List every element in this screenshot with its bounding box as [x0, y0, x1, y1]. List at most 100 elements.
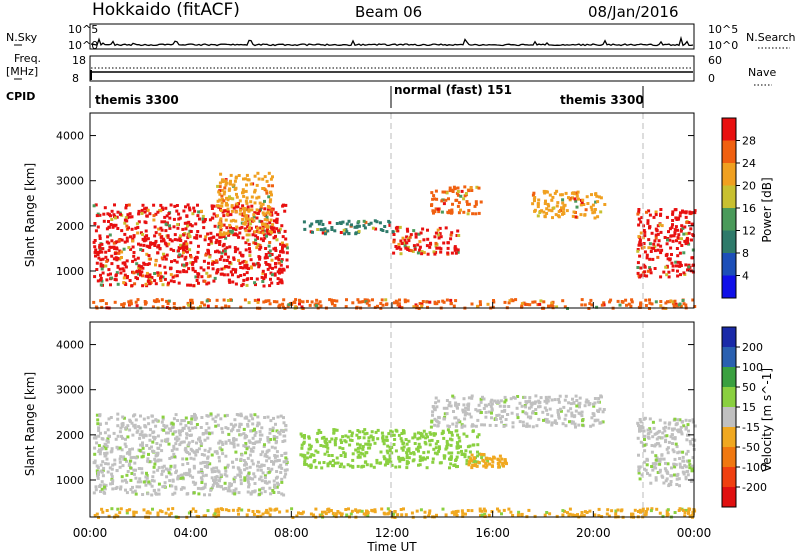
velocity-echo-cell-1 [448, 430, 451, 434]
velocity-echo-cell-5 [164, 511, 168, 515]
power-echo-cell-1 [248, 226, 251, 230]
velocity-echo-cell-5 [572, 513, 576, 517]
power-echo-cell-0 [137, 264, 141, 268]
power-echo-cell-7 [486, 302, 490, 306]
velocity-echo-cell-1 [418, 463, 422, 467]
power-echo-cell-5 [555, 204, 559, 208]
velocity-echo-cell-4 [678, 418, 682, 422]
velocity-echo-cell-0 [140, 471, 144, 475]
velocity-echo-cell-1 [327, 454, 331, 457]
power-echo-cell-7 [478, 300, 482, 304]
power-echo-cell-0 [154, 231, 158, 235]
velocity-echo-cell-5 [171, 507, 175, 511]
power-echo-cell-0 [227, 230, 231, 234]
power-echo-cell-0 [268, 263, 272, 267]
power-echo-cell-7 [371, 298, 374, 302]
velocity-echo-cell-5 [373, 510, 377, 514]
velocity-echo-cell-3 [518, 401, 522, 405]
velocity-echo-cell-3 [503, 409, 506, 413]
velocity-echo-cell-0 [239, 414, 243, 418]
power-echo-cell-0 [192, 284, 196, 288]
velocity-echo-cell-1 [324, 437, 328, 441]
power-echo-cell-6 [691, 248, 695, 252]
velocity-echo-cell-3 [515, 413, 519, 417]
velocity-echo-cell-4 [654, 466, 658, 470]
power-echo-cell-3 [406, 229, 410, 233]
power-echo-cell-7 [305, 299, 309, 303]
velocity-echo-cell-3 [578, 401, 582, 405]
velocity-echo-cell-0 [119, 487, 122, 491]
velocity-echo-cell-1 [417, 431, 420, 435]
power-echo-cell-7 [691, 298, 695, 302]
power-echo-cell-7 [503, 300, 507, 304]
power-echo-cell-0 [127, 226, 130, 230]
power-echo-cell-7 [414, 303, 418, 307]
power-echo-cell-1 [216, 184, 220, 188]
power-echo-cell-3 [403, 244, 407, 248]
velocity-echo-cell-5 [650, 507, 654, 511]
velocity-echo-cell-0 [215, 450, 219, 454]
velocity-echo-cell-0 [133, 489, 137, 493]
velocity-echo-cell-1 [397, 455, 401, 459]
velocity-echo-cell-0 [269, 419, 273, 423]
velocity-echo-cell-5 [678, 507, 682, 511]
velocity-echo-cell-0 [187, 441, 191, 445]
velocity-echo-cell-0 [217, 470, 221, 474]
velocity-echo-cell-0 [118, 465, 122, 469]
power-echo-cell-0 [228, 245, 232, 249]
power-echo-cell-0 [200, 275, 204, 279]
power-echo-cell-6 [673, 228, 677, 232]
power-echo-cell-0 [201, 220, 205, 224]
colorbar-tick-label: 15 [742, 401, 756, 414]
colorbar-tick-label: 50 [742, 381, 756, 394]
velocity-echo-cell-4 [655, 442, 659, 445]
power-echo-cell-7 [206, 304, 210, 308]
power-echo-cell-5 [542, 189, 546, 193]
velocity-echo-cell-0 [251, 449, 255, 453]
velocity-echo-cell-0 [258, 437, 262, 441]
power-echo-cell-3 [405, 235, 409, 239]
velocity-echo-cell-5 [644, 512, 648, 516]
power-echo-cell-0 [245, 278, 249, 282]
velocity-echo-cell-0 [136, 480, 140, 484]
power-echo-cell-0 [204, 235, 208, 239]
velocity-echo-cell-0 [204, 431, 208, 435]
velocity-echo-cell-5 [454, 510, 458, 513]
velocity-echo-cell-1 [302, 436, 306, 440]
velocity-echo-cell-4 [677, 450, 681, 454]
velocity-echo-cell-0 [258, 488, 262, 492]
power-echo-cell-1 [247, 208, 251, 212]
power-echo-cell-0 [184, 227, 188, 231]
velocity-echo-cell-5 [388, 509, 392, 513]
power-echo-cell-3 [450, 231, 454, 235]
velocity-echo-cell-0 [213, 481, 216, 485]
velocity-echo-cell-1 [330, 437, 334, 441]
power-echo-cell-5 [544, 199, 547, 203]
power-echo-cell-7 [308, 303, 312, 307]
power-echo-cell-0 [266, 267, 270, 271]
velocity-echo-cell-3 [543, 399, 547, 403]
velocity-echo-cell-0 [251, 436, 255, 440]
velocity-echo-cell-0 [268, 427, 272, 431]
velocity-echo-cell-0 [95, 441, 99, 445]
velocity-echo-cell-1 [365, 431, 369, 435]
velocity-echo-cell-0 [252, 490, 256, 494]
power-echo-cell-6 [645, 210, 648, 214]
velocity-echo-cell-0 [187, 472, 191, 476]
velocity-echo-cell-3 [538, 405, 542, 409]
power-echo-cell-6 [660, 224, 664, 228]
velocity-echo-cell-4 [686, 473, 690, 477]
power-echo-cell-0 [191, 212, 195, 216]
power-echo-cell-0 [212, 212, 216, 216]
velocity-echo-cell-3 [564, 394, 568, 398]
power-echo-cell-0 [156, 273, 160, 277]
velocity-echo-cell-0 [133, 413, 137, 417]
power-echo-cell-3 [413, 247, 417, 251]
power-echo-cell-2 [357, 229, 361, 233]
colorbar-swatch [722, 347, 736, 368]
power-echo-cell-7 [151, 305, 155, 309]
power-echo-cell-3 [395, 246, 399, 250]
velocity-echo-cell-0 [280, 466, 284, 470]
power-echo-cell-1 [219, 233, 222, 237]
velocity-echo-cell-0 [258, 465, 262, 469]
